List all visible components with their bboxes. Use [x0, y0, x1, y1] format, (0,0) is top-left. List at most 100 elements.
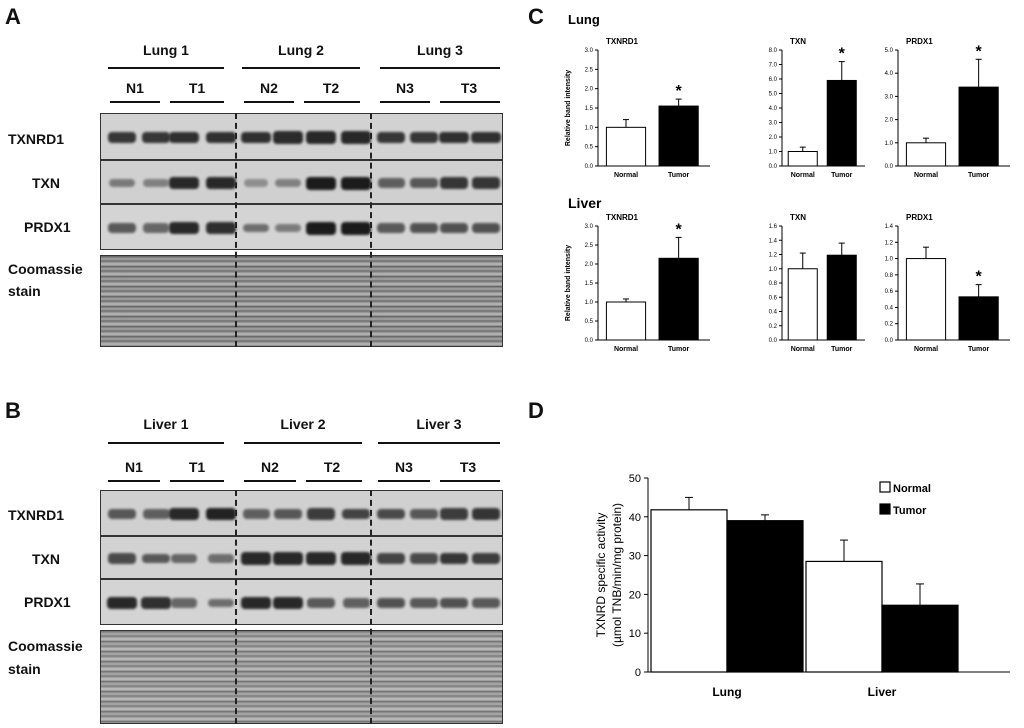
panel-a-row-txn: TXN — [32, 175, 60, 191]
panel-a-lane-line — [304, 101, 360, 103]
chart-title: TXN — [790, 213, 806, 222]
panel-a-lane-line — [170, 101, 224, 103]
panel-a-row-txnrd1: TXNRD1 — [8, 131, 65, 147]
y-tick-label: 0.0 — [585, 164, 594, 170]
panel-d-y-tick-label: 0 — [635, 667, 641, 679]
panel-b-lane-n3: N3 — [395, 459, 413, 475]
tumor-bar — [958, 296, 999, 341]
panel-a-letter: A — [5, 4, 21, 29]
protein-band — [273, 596, 303, 610]
panel-a-lane-line — [244, 101, 294, 103]
legend-label: Normal — [893, 483, 931, 495]
chart-title: PRDX1 — [906, 213, 933, 222]
chart-title: PRDX1 — [906, 37, 933, 46]
protein-band — [108, 509, 136, 519]
y-tick-label: 0.2 — [769, 324, 778, 330]
protein-band — [169, 176, 199, 190]
panel-b-lane-line — [378, 480, 430, 482]
protein-band — [242, 509, 270, 519]
protein-band — [274, 509, 302, 519]
protein-band — [142, 223, 170, 233]
significance-star: * — [839, 46, 846, 63]
y-tick-label: 4.0 — [769, 106, 778, 112]
protein-band — [142, 509, 170, 519]
x-tick-label: Normal — [791, 172, 815, 179]
panel-a-lane-line — [110, 101, 160, 103]
panel-d-y-tick-label: 40 — [629, 512, 641, 524]
protein-band — [306, 131, 336, 144]
y-tick-label: 1.0 — [585, 300, 594, 306]
protein-band — [377, 508, 405, 520]
protein-band — [306, 552, 336, 565]
panel-a-lane-t2: T2 — [322, 80, 340, 96]
y-tick-label: 6.0 — [769, 77, 778, 83]
y-tick-label: 3.0 — [769, 121, 778, 127]
protein-band — [439, 552, 469, 565]
panel-b-txn-blot — [100, 536, 503, 579]
protein-band — [273, 131, 303, 144]
protein-band — [440, 222, 468, 234]
panel-a-prdx1-blot — [100, 204, 503, 250]
y-tick-label: 3.0 — [885, 94, 894, 100]
tumor-bar — [826, 254, 857, 341]
protein-band — [377, 597, 405, 609]
panel-b-lane-line — [108, 480, 160, 482]
protein-band — [275, 179, 301, 187]
y-tick-label: 0.0 — [769, 164, 778, 170]
protein-band — [206, 507, 236, 521]
protein-band — [341, 552, 371, 565]
y-tick-label: 1.6 — [769, 224, 778, 230]
panel-b-lane-line — [440, 480, 500, 482]
protein-band — [341, 176, 371, 190]
y-tick-label: 0.2 — [885, 322, 894, 328]
protein-band — [206, 131, 236, 144]
x-tick-label: Tumor — [831, 172, 853, 179]
panel-a-txnrd1-blot — [100, 113, 503, 160]
normal-bar — [787, 151, 818, 167]
panel-d-tumor-bar — [881, 604, 959, 673]
significance-star: * — [976, 43, 983, 60]
panel-a-group-1-line — [108, 67, 224, 69]
protein-band — [107, 596, 137, 610]
protein-band — [242, 223, 270, 233]
normal-bar — [787, 268, 818, 341]
x-tick-label: Normal — [614, 172, 638, 179]
protein-band — [306, 176, 336, 190]
y-tick-label: 7.0 — [769, 63, 778, 69]
panel-a-group-1: Lung 1 — [143, 42, 189, 58]
protein-band — [376, 131, 406, 144]
y-tick-label: 2.0 — [585, 262, 594, 268]
y-tick-label: 0.8 — [885, 273, 894, 279]
panel-a-stain-label-2: stain — [8, 283, 41, 299]
x-tick-label: Tumor — [668, 346, 690, 353]
panel-a-stain-label-1: Coomassie — [8, 261, 83, 277]
panel-c-section-lung: Lung — [568, 12, 600, 27]
normal-bar — [605, 126, 647, 167]
panel-a-lane-n3: N3 — [396, 80, 414, 96]
tumor-bar — [958, 86, 999, 167]
y-tick-label: 2.0 — [769, 135, 778, 141]
legend-label: Tumor — [893, 505, 927, 517]
protein-band — [275, 223, 301, 233]
protein-band — [306, 508, 336, 520]
protein-band — [169, 131, 199, 144]
protein-band — [410, 598, 438, 608]
protein-band — [169, 507, 199, 521]
y-tick-label: 0.8 — [769, 281, 778, 287]
y-tick-label: 1.2 — [769, 253, 778, 259]
protein-band — [471, 508, 501, 520]
panel-b-lane-separator — [370, 490, 372, 724]
protein-band — [273, 552, 303, 565]
y-tick-label: 1.5 — [585, 281, 594, 287]
y-tick-label: 3.0 — [585, 224, 594, 230]
normal-bar — [905, 258, 947, 341]
panel-b-stain-label-2: stain — [8, 661, 41, 677]
protein-band — [471, 177, 501, 189]
significance-star: * — [676, 221, 683, 238]
chart-title: TXN — [790, 37, 806, 46]
panel-a-group-2-line — [242, 67, 360, 69]
panel-b-group-2: Liver 2 — [280, 416, 326, 432]
protein-band — [108, 553, 136, 564]
protein-band — [241, 131, 271, 144]
panel-b-row-txn: TXN — [32, 551, 60, 567]
